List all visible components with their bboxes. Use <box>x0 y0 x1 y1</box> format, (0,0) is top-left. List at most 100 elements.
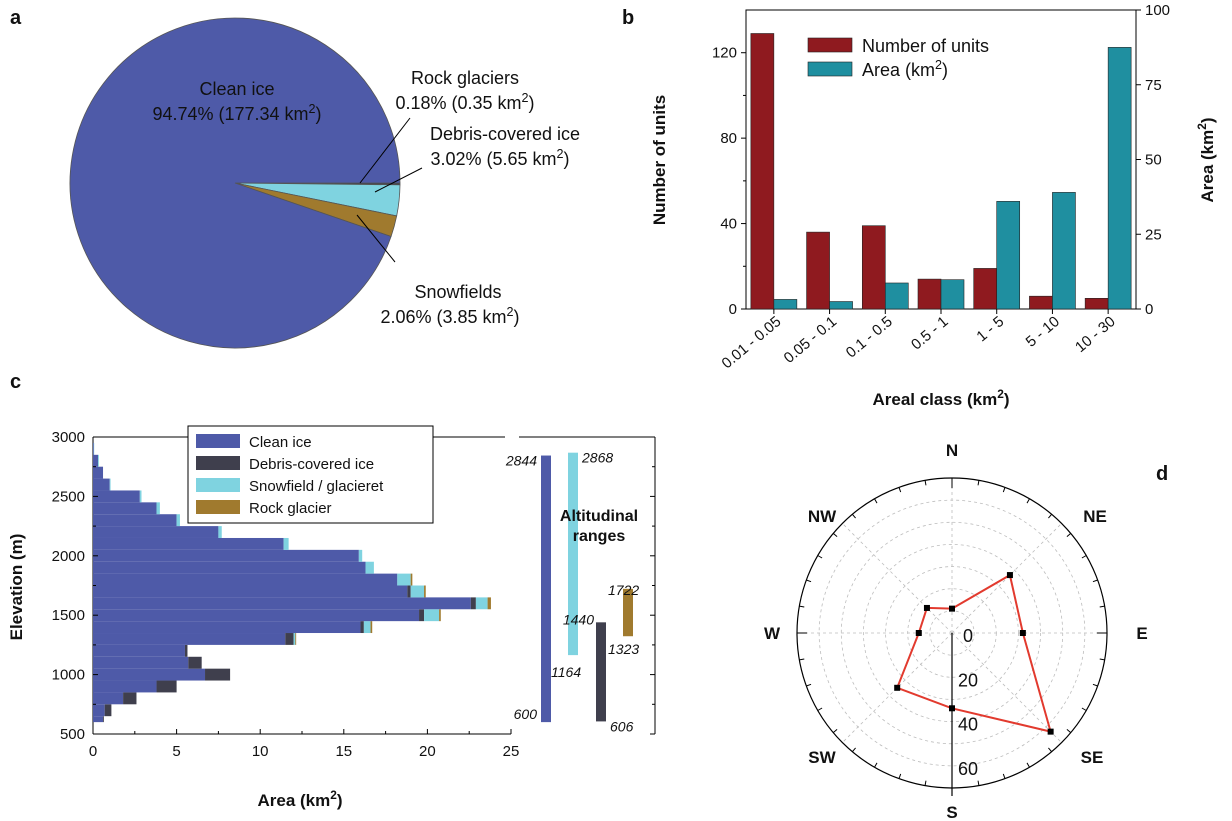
aspect-point-e <box>1019 630 1026 636</box>
bar-clean <box>93 573 398 586</box>
y-tick-label-b: 120 <box>712 45 737 62</box>
panel-a: Clean ice 94.74% (177.34 km2) Rock glacier… <box>69 17 580 349</box>
bar-clean <box>93 597 471 610</box>
y-tick-label-c: 2000 <box>52 548 85 565</box>
polar-spoke <box>951 632 1062 743</box>
leader-rock-glaciers <box>359 117 411 184</box>
bar-debris <box>188 656 202 669</box>
bar-rock <box>295 633 297 645</box>
polar-spoke <box>842 632 953 743</box>
polar-spoke <box>842 523 953 634</box>
bar-units <box>806 231 830 310</box>
y-tick-label-c: 1500 <box>52 607 85 624</box>
bar-rock <box>370 621 373 634</box>
bar-rock <box>487 597 491 610</box>
bar-debris <box>156 680 177 693</box>
bar-units <box>861 225 886 310</box>
bar-debris <box>360 621 364 634</box>
range-bar-rock <box>623 588 633 637</box>
legend-swatch-snow <box>196 478 240 492</box>
bar-rock <box>439 609 441 622</box>
bar-clean <box>93 549 359 562</box>
x-tick-label-c: 15 <box>335 743 352 760</box>
legend-swatch-area <box>807 61 853 77</box>
polar-tick <box>1099 605 1105 608</box>
bar-snow <box>397 573 411 586</box>
bar-units <box>973 268 998 310</box>
polar-tick <box>1092 579 1098 583</box>
polar-tick <box>1099 658 1105 661</box>
panel-c: 0 5 10 15 20 25 500 1000 1500 2000 2500 3000 Elevati… <box>7 425 656 810</box>
bar-debris <box>205 668 231 681</box>
direction-n: N <box>946 441 958 460</box>
bar-debris <box>123 692 137 705</box>
y-tick-label-b: 80 <box>720 130 737 147</box>
bar-snow <box>98 454 99 467</box>
bar-snow <box>424 609 440 622</box>
value-rock-glaciers: 0.18% (0.35 km2) <box>395 91 534 113</box>
panel-label-b: b <box>622 7 634 29</box>
bar-debris <box>470 597 476 610</box>
direction-nw: NW <box>808 507 837 526</box>
x-tick-label-b: 0.1 - 0.5 <box>843 313 896 361</box>
y-axis-title-c: Elevation (m) <box>7 534 26 641</box>
value-clean-ice: 94.74% (177.34 km2) <box>152 102 321 124</box>
ranges-title-2: ranges <box>573 528 626 545</box>
bar-snow <box>139 490 142 503</box>
x-tick-label-b: 0.01 - 0.05 <box>719 313 785 372</box>
range-min-debris: 606 <box>610 718 634 734</box>
label-clean-ice: Clean ice <box>199 79 274 99</box>
polar-tick <box>799 605 805 608</box>
radial-tick-label: 40 <box>958 715 978 735</box>
polar-tick <box>1066 532 1072 537</box>
aspect-point-s <box>949 705 955 712</box>
y2-tick-label-b: 0 <box>1145 301 1153 318</box>
label-rock-glaciers: Rock glaciers <box>411 68 519 88</box>
bar-clean <box>93 585 408 598</box>
range-min-clean: 600 <box>514 706 538 722</box>
radial-tick-label: 20 <box>958 670 978 690</box>
bar-clean <box>93 514 177 527</box>
bar-area <box>996 201 1021 310</box>
y-tick-label-c: 1000 <box>52 667 85 684</box>
y-tick-label-b: 40 <box>720 216 737 233</box>
bar-clean <box>93 656 189 669</box>
bar-snow <box>176 514 180 527</box>
bar-clean <box>93 526 219 538</box>
range-bar-clean <box>541 455 551 723</box>
bar-clean <box>93 502 157 515</box>
polar-tick <box>851 747 856 753</box>
y-tick-label-c: 3000 <box>52 429 85 446</box>
polar-tick <box>817 555 823 559</box>
polar-tick <box>898 773 902 779</box>
y2-tick-label-b: 50 <box>1145 152 1162 169</box>
bar-clean <box>93 490 140 503</box>
bar-snow <box>358 549 363 562</box>
x-tick-label-c: 10 <box>252 743 269 760</box>
bar-area <box>829 301 853 310</box>
bar-rock <box>410 573 413 586</box>
aspect-point-nw <box>923 604 930 611</box>
bar-debris <box>285 633 294 645</box>
radial-tick-label: 0 <box>963 626 973 646</box>
polar-tick <box>832 532 838 537</box>
bar-area <box>940 279 965 310</box>
y2-tick-label-b: 25 <box>1145 226 1162 243</box>
range-max-debris: 1440 <box>563 611 594 627</box>
bar-clean <box>93 644 185 657</box>
bar-snow <box>475 597 488 610</box>
y-tick-label-c: 500 <box>60 726 85 743</box>
bar-debris <box>184 644 188 657</box>
bar-clean <box>93 692 124 705</box>
direction-sw: SW <box>808 748 836 767</box>
bar-area <box>1052 192 1076 310</box>
bar-snow <box>218 526 222 538</box>
polar-tick <box>1081 707 1087 711</box>
bar-snow <box>156 502 160 515</box>
bar-clean <box>93 668 206 681</box>
bar-clean <box>93 537 284 550</box>
value-debris-covered-ice: 3.02% (5.65 km2) <box>430 147 569 169</box>
bar-units <box>1029 295 1053 310</box>
x-tick-label-b: 5 - 10 <box>1023 313 1063 351</box>
